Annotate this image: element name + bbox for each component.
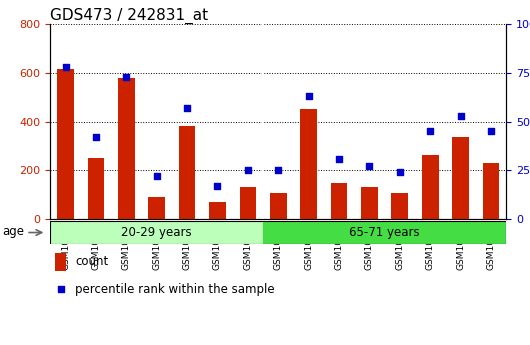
- Bar: [57, 69, 74, 219]
- Point: [426, 129, 435, 134]
- Bar: [270, 194, 287, 219]
- Bar: [87, 158, 104, 219]
- Point: [487, 129, 495, 134]
- Point: [395, 169, 404, 175]
- Text: 65-71 years: 65-71 years: [349, 226, 420, 239]
- Point: [92, 135, 100, 140]
- Bar: [179, 127, 196, 219]
- Bar: [331, 183, 347, 219]
- Point: [274, 168, 282, 173]
- Bar: [148, 197, 165, 219]
- Bar: [263, 221, 506, 244]
- Bar: [118, 78, 135, 219]
- Point: [213, 183, 222, 189]
- Bar: [50, 221, 263, 244]
- Text: percentile rank within the sample: percentile rank within the sample: [75, 283, 275, 296]
- Bar: [392, 194, 408, 219]
- Point: [183, 105, 191, 111]
- Point: [122, 74, 130, 80]
- Point: [365, 164, 374, 169]
- Point: [304, 93, 313, 99]
- Bar: [483, 163, 499, 219]
- Text: age: age: [3, 225, 24, 238]
- Bar: [55, 253, 66, 271]
- Bar: [361, 187, 378, 219]
- Point: [153, 174, 161, 179]
- Point: [244, 168, 252, 173]
- Text: count: count: [75, 255, 109, 268]
- Point: [456, 113, 465, 119]
- Point: [335, 156, 343, 161]
- Bar: [209, 202, 226, 219]
- Bar: [452, 137, 469, 219]
- Point: [61, 64, 70, 70]
- Bar: [301, 109, 317, 219]
- Bar: [240, 187, 256, 219]
- Text: GDS473 / 242831_at: GDS473 / 242831_at: [50, 8, 208, 24]
- Bar: [422, 155, 438, 219]
- Point: [57, 286, 65, 292]
- Text: 20-29 years: 20-29 years: [121, 226, 192, 239]
